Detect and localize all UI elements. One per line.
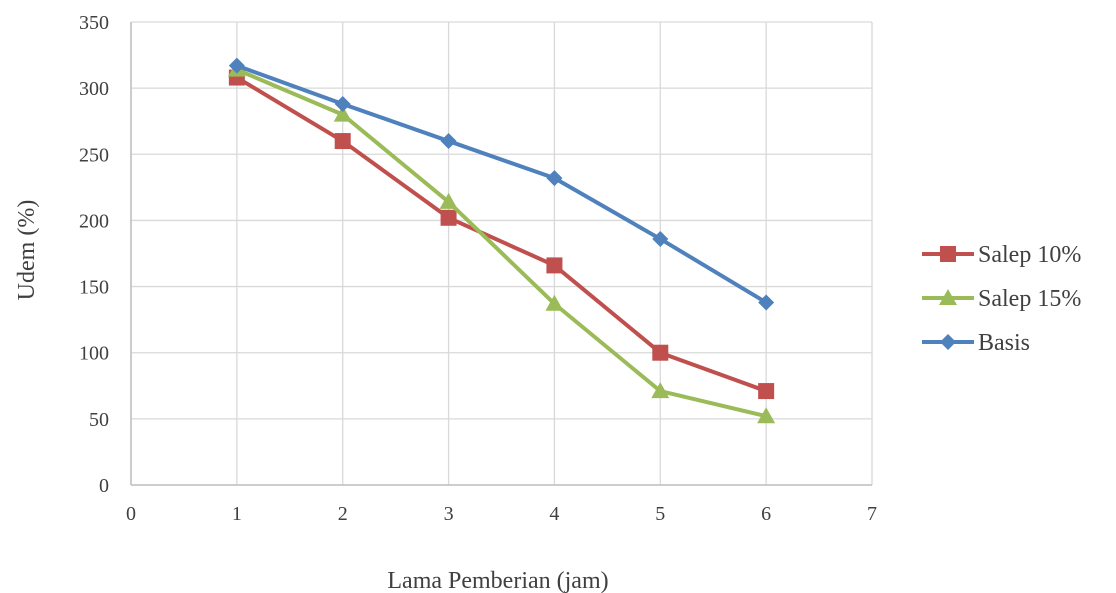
y-tick-label: 200 [79,210,109,232]
y-tick-label: 100 [79,343,109,365]
legend-item: Salep 10% [922,242,1081,268]
data-point [545,294,564,311]
legend: Salep 10% Salep 15% Basis [922,242,1081,356]
y-tick-label: 150 [79,277,109,299]
series-line [236,63,768,305]
series-group [227,57,776,424]
data-point [546,170,563,187]
series-line [236,67,767,419]
data-point [440,209,457,226]
x-tick-label: 6 [761,503,771,525]
x-tick-label: 4 [549,503,559,525]
y-tick-label: 50 [89,409,109,431]
legend-swatch-marker [940,246,956,262]
data-point [334,96,351,113]
y-tick-label: 0 [99,475,109,497]
x-axis-ticks: 0 1 2 3 4 5 6 7 [126,503,877,525]
legend-label: Salep 15% [978,286,1081,312]
y-tick-label: 300 [79,78,109,100]
series-salep-10- [228,69,775,400]
series-basis [228,57,775,311]
data-point [228,57,245,74]
legend-item: Basis [922,330,1030,356]
x-tick-label: 2 [338,503,348,525]
data-point [652,344,669,361]
y-axis-ticks: 0 50 100 150 200 250 300 350 [79,12,109,497]
data-point [333,105,352,122]
x-tick-label: 3 [444,503,454,525]
data-point [758,383,775,400]
y-tick-label: 250 [79,144,109,166]
data-point [440,133,457,150]
legend-swatch-marker [939,289,957,305]
legend-label: Basis [978,330,1030,356]
data-point [758,294,775,311]
series-salep-15- [227,60,776,424]
data-point [439,192,458,209]
legend-swatch-marker [940,334,956,350]
x-tick-label: 1 [232,503,242,525]
y-tick-label: 350 [79,12,109,34]
x-tick-label: 7 [867,503,877,525]
data-point [652,230,669,247]
x-axis-title: Lama Pemberian (jam) [387,568,608,593]
data-point [334,133,351,150]
series-line [235,75,767,393]
data-point [651,382,670,399]
y-axis-title: Udem (%) [14,200,40,301]
data-point [546,257,563,274]
x-tick-label: 0 [126,503,136,525]
legend-item: Salep 15% [922,286,1081,312]
legend-label: Salep 10% [978,242,1081,268]
data-point [757,407,776,424]
x-tick-label: 5 [655,503,665,525]
